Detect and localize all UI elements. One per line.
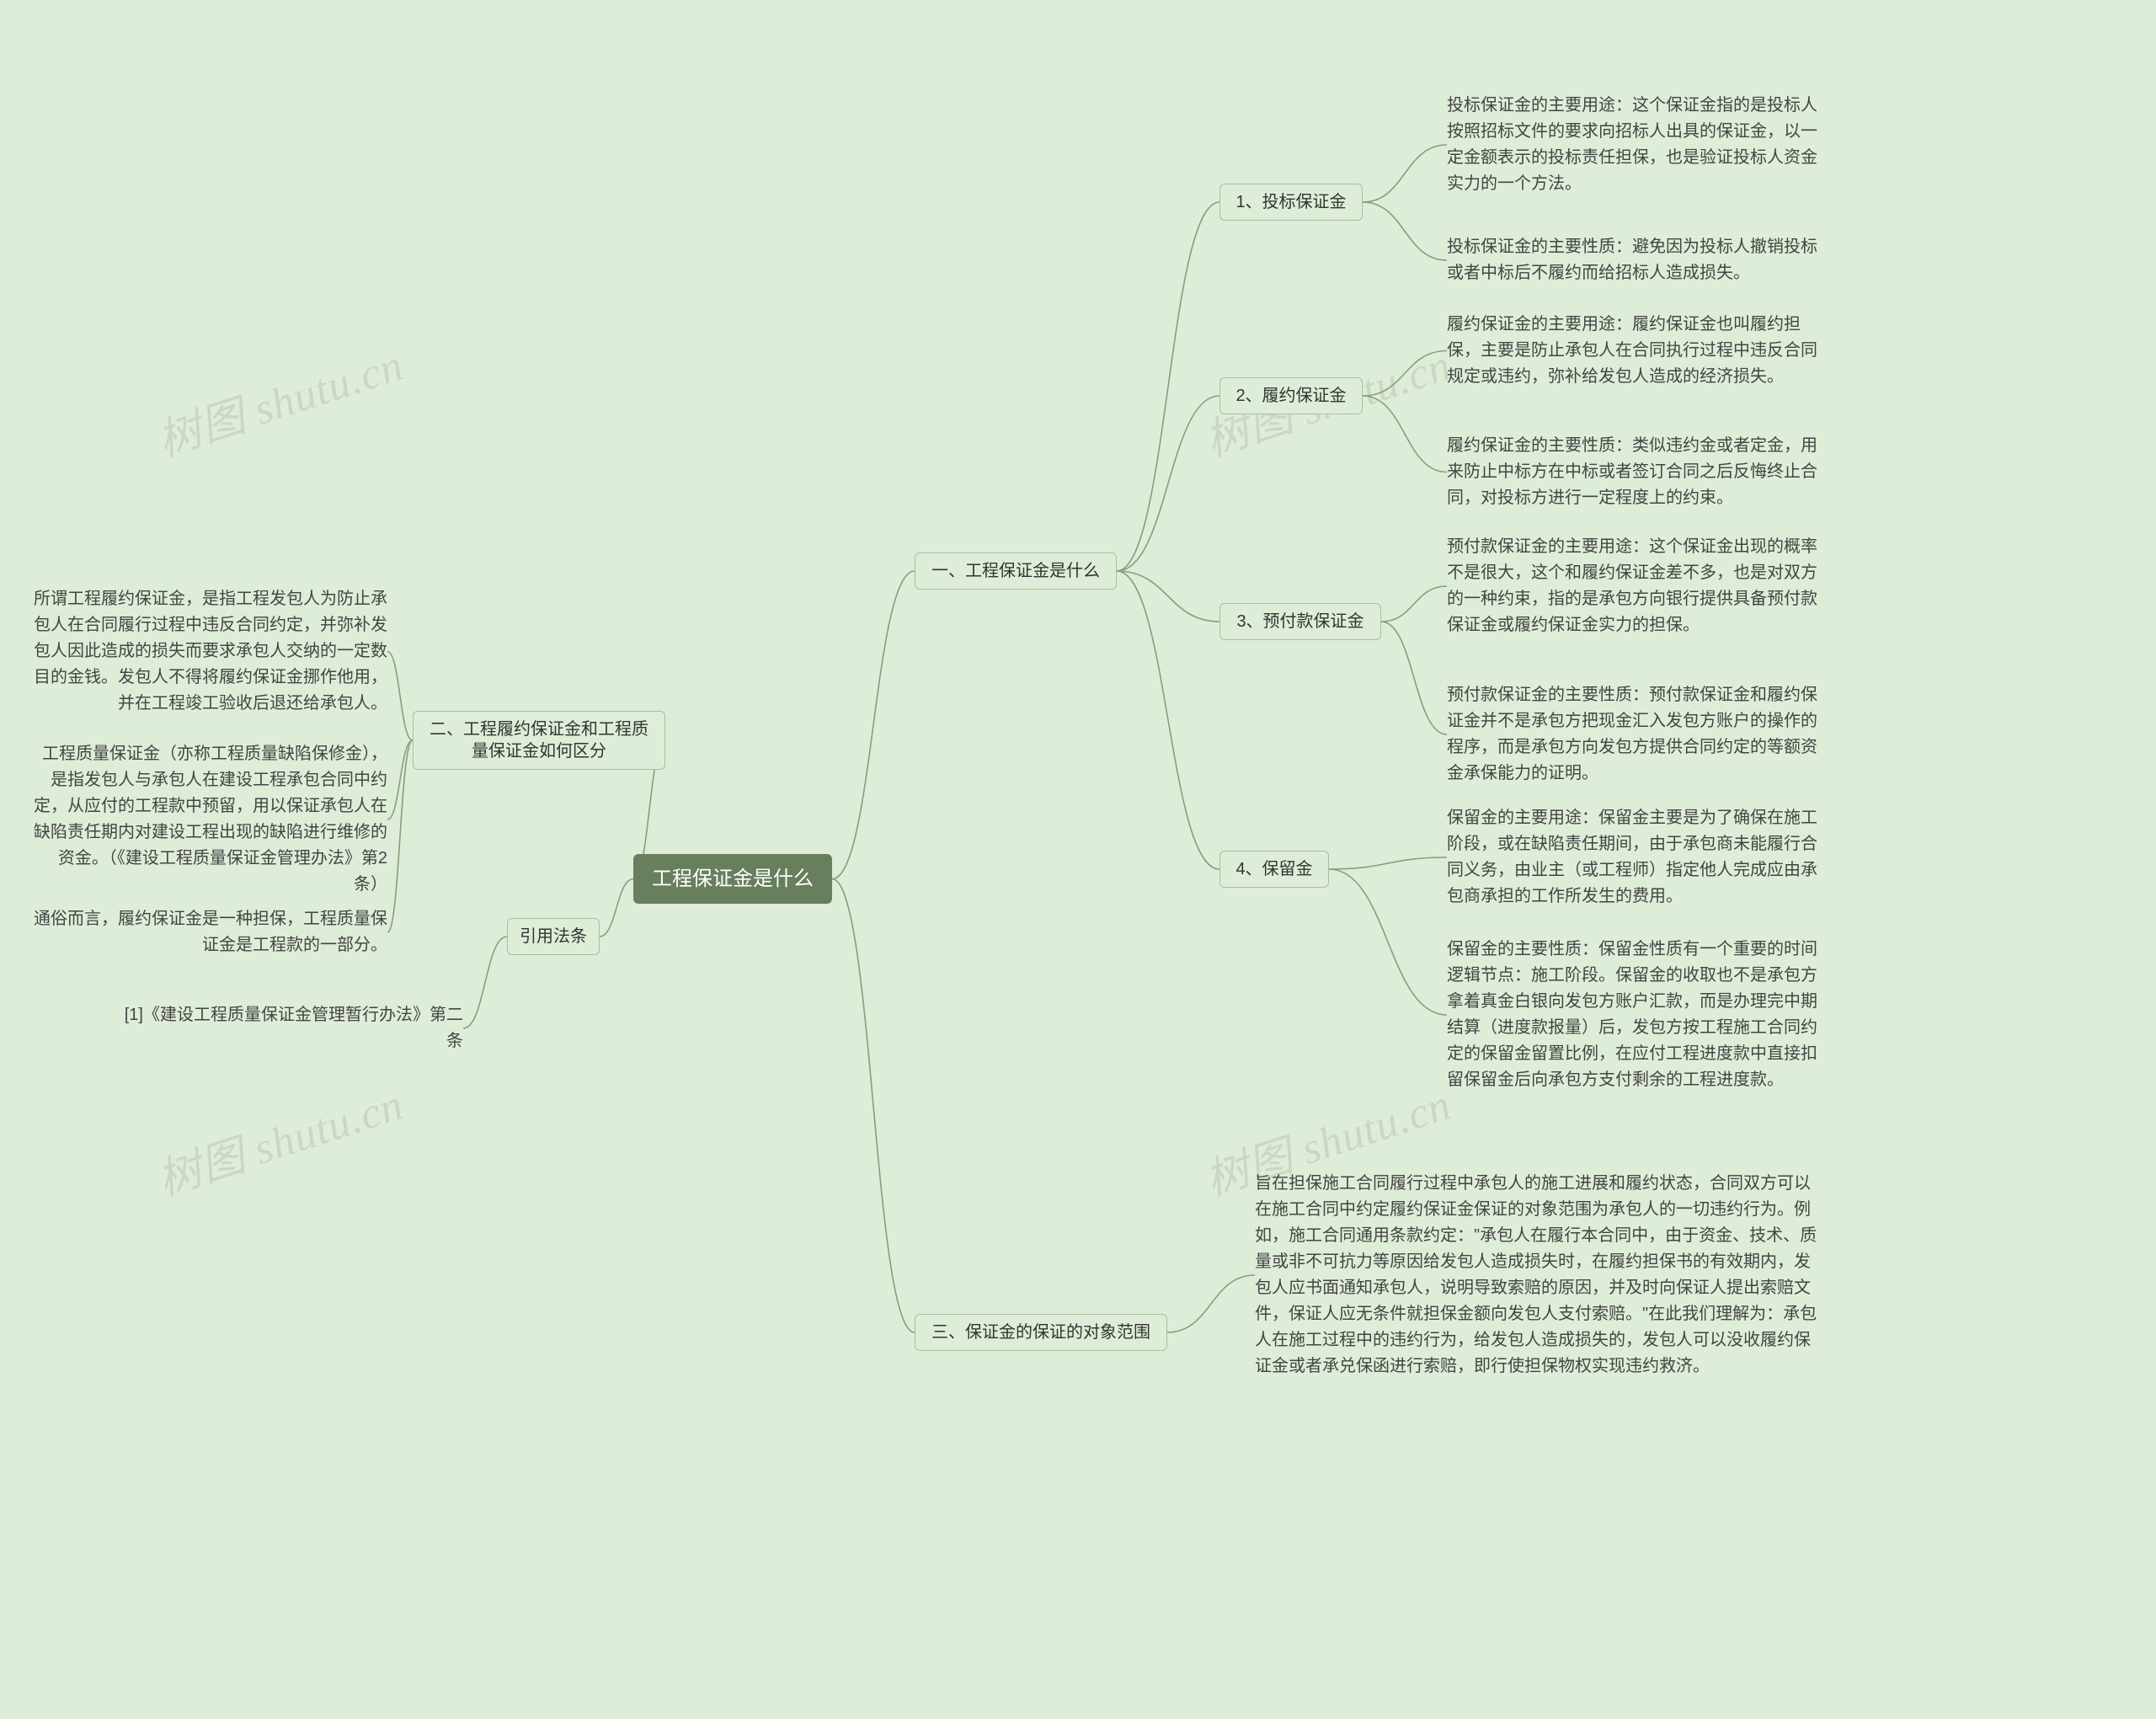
leaf-s1i3b: 预付款保证金的主要性质：预付款保证金和履约保证金并不是承包方把现金汇入发包方账户…	[1447, 682, 1817, 787]
root-node: 工程保证金是什么	[633, 854, 832, 904]
leaf-refa: [1]《建设工程质量保证金管理暂行办法》第二条	[109, 1002, 463, 1054]
leaf-s1i2a: 履约保证金的主要用途：履约保证金也叫履约担保，主要是防止承包人在合同执行过程中违…	[1447, 312, 1817, 390]
leaf-s2b: 工程质量保证金（亦称工程质量缺陷保修金），是指发包人与承包人在建设工程承包合同中…	[34, 741, 387, 898]
sec1-item-2: 2、履约保证金	[1219, 377, 1363, 414]
leaf-s1i3a: 预付款保证金的主要用途：这个保证金出现的概率不是很大，这个和履约保证金差不多，也…	[1447, 534, 1817, 638]
leaf-s3a: 旨在担保施工合同履行过程中承包人的施工进展和履约状态，合同双方可以在施工合同中约…	[1255, 1171, 1819, 1380]
leaf-s1i1a: 投标保证金的主要用途：这个保证金指的是投标人按照招标文件的要求向招标人出具的保证…	[1447, 93, 1817, 197]
watermark: 树图 shutu.cn	[148, 329, 410, 468]
sec1-item-1: 1、投标保证金	[1219, 184, 1363, 221]
references-node: 引用法条	[507, 918, 600, 955]
leaf-s1i2b: 履约保证金的主要性质：类似违约金或者定金，用来防止中标方在中标或者签订合同之后反…	[1447, 433, 1817, 511]
leaf-s2c: 通俗而言，履约保证金是一种担保，工程质量保证金是工程款的一部分。	[34, 906, 387, 958]
section-3-node: 三、保证金的保证的对象范围	[915, 1314, 1167, 1351]
leaf-s1i4b: 保留金的主要性质：保留金性质有一个重要的时间逻辑节点：施工阶段。保留金的收取也不…	[1447, 937, 1817, 1093]
section-1-node: 一、工程保证金是什么	[915, 553, 1117, 590]
sec1-item-3: 3、预付款保证金	[1219, 603, 1381, 640]
section-2-node: 二、工程履约保证金和工程质量保证金如何区分	[413, 711, 665, 770]
leaf-s1i4a: 保留金的主要用途：保留金主要是为了确保在施工阶段，或在缺陷责任期间，由于承包商未…	[1447, 805, 1817, 910]
leaf-s2a: 所谓工程履约保证金，是指工程发包人为防止承包人在合同履行过程中违反合同约定，并弥…	[34, 586, 387, 717]
sec1-item-4: 4、保留金	[1219, 851, 1329, 888]
watermark: 树图 shutu.cn	[148, 1069, 410, 1208]
leaf-s1i1b: 投标保证金的主要性质：避免因为投标人撤销投标或者中标后不履约而给招标人造成损失。	[1447, 234, 1817, 286]
